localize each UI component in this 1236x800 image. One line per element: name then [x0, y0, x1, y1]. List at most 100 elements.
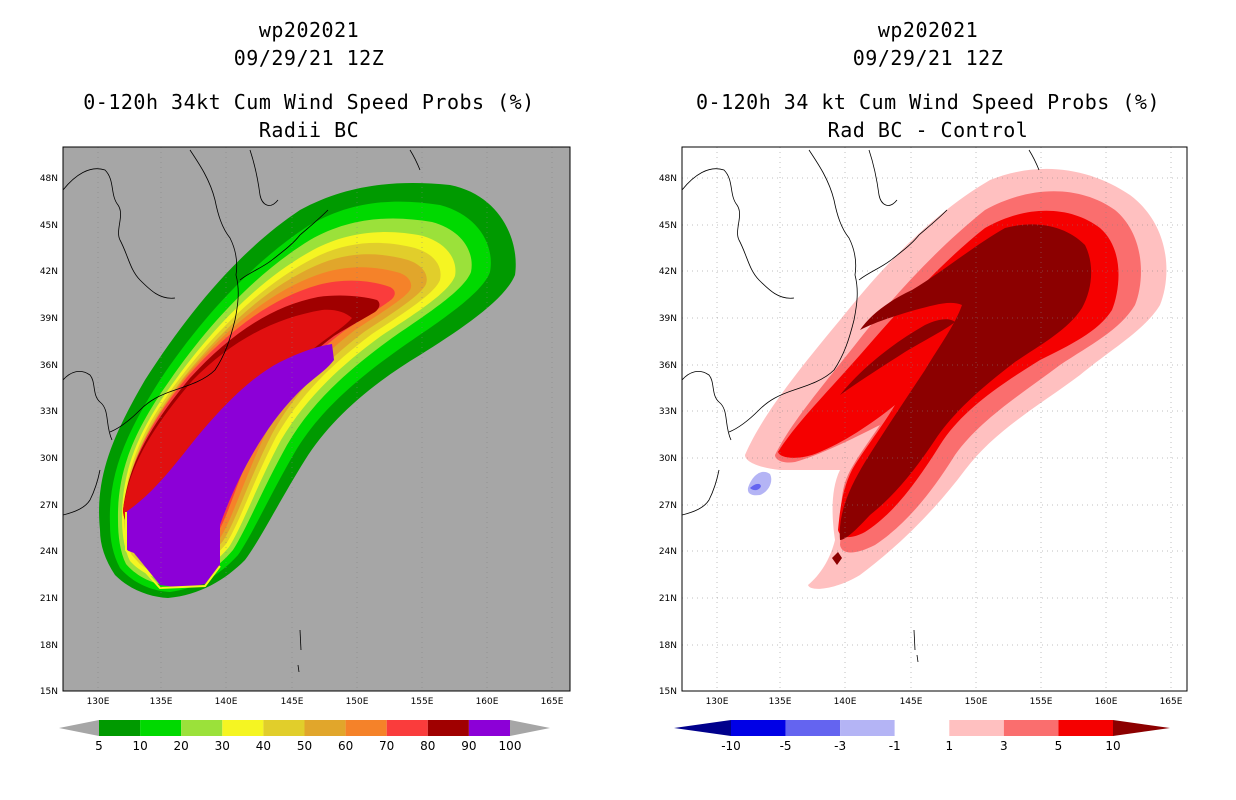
contour-rim [125, 512, 221, 590]
colorbar-segment [386, 720, 428, 736]
left-x-tick: 130E [87, 697, 110, 707]
left-x-axis: 130E 135E 140E 145E 150E 155E 160E 165E [87, 697, 564, 707]
left-y-tick: 21N [40, 594, 58, 604]
colorbar-left-arrow [59, 720, 99, 736]
colorbar-left-arrow [674, 720, 731, 736]
left-subtitle: Radii BC [258, 118, 360, 142]
right-y-tick: 45N [659, 221, 677, 231]
colorbar-label: 60 [338, 739, 353, 753]
left-title: 0-120h 34kt Cum Wind Speed Probs (%) [83, 90, 535, 114]
diff-contour-10 [839, 224, 1092, 540]
right-x-tick: 135E [769, 697, 792, 707]
right-y-tick: 42N [659, 267, 677, 277]
left-colorbar: 5 10 20 30 40 50 60 70 80 90 100 [59, 720, 550, 753]
colorbar-label: 10 [132, 739, 147, 753]
colorbar-label: 70 [379, 739, 394, 753]
colorbar-label: 90 [461, 739, 476, 753]
left-y-tick: 36N [40, 361, 58, 371]
left-map-panel: 130E 135E 140E 145E 150E 155E 160E 165E … [40, 146, 571, 753]
right-difference-contours [682, 147, 1187, 691]
left-x-tick: 150E [346, 697, 369, 707]
right-y-tick: 18N [659, 641, 677, 651]
colorbar-label: 20 [174, 739, 189, 753]
right-x-tick: 145E [900, 697, 923, 707]
colorbar-segment [840, 720, 895, 736]
colorbar-segment [468, 720, 510, 736]
left-y-tick: 45N [40, 221, 58, 231]
left-coastlines [63, 149, 421, 673]
right-map-panel: 130E 135E 140E 145E 150E 155E 160E 165E … [659, 146, 1188, 753]
left-y-tick: 33N [40, 407, 58, 417]
colorbar-segment [99, 720, 141, 736]
colorbar-segment [345, 720, 387, 736]
diff-contour-neg3 [750, 483, 761, 491]
right-coastlines [682, 149, 1040, 663]
right-y-tick: 33N [659, 407, 677, 417]
colorbar-label: 3 [1000, 739, 1008, 753]
left-y-tick: 15N [40, 687, 58, 697]
colorbar-segment [263, 720, 305, 736]
left-y-tick: 48N [40, 174, 58, 184]
left-y-axis: 48N 45N 42N 39N 36N 33N 30N 27N 24N 21N … [40, 174, 58, 697]
colorbar-label: 1 [945, 739, 953, 753]
left-x-tick: 165E [541, 697, 564, 707]
right-x-tick: 140E [834, 697, 857, 707]
colorbar-segment [894, 720, 950, 736]
colorbar-label: -5 [780, 739, 792, 753]
left-probability-contours [63, 147, 553, 691]
colorbar-segment [427, 720, 469, 736]
left-x-tick: 145E [281, 697, 304, 707]
right-colorbar: -10 -5 -3 -1 1 3 5 10 [674, 720, 1170, 753]
colorbar-segment [140, 720, 182, 736]
colorbar-label: 10 [1105, 739, 1120, 753]
colorbar-label: 80 [420, 739, 435, 753]
colorbar-label: -3 [834, 739, 846, 753]
left-y-tick: 24N [40, 547, 58, 557]
right-y-tick: 24N [659, 547, 677, 557]
colorbar-label: -10 [721, 739, 741, 753]
right-x-tick: 155E [1030, 697, 1053, 707]
colorbar-label: 30 [215, 739, 230, 753]
right-y-tick: 48N [659, 174, 677, 184]
right-x-tick: 130E [706, 697, 729, 707]
right-datetime: 09/29/21 12Z [852, 46, 1004, 70]
left-y-tick: 39N [40, 314, 58, 324]
colorbar-label: -1 [889, 739, 901, 753]
colorbar-label: 100 [499, 739, 522, 753]
right-y-tick: 39N [659, 314, 677, 324]
right-y-tick: 21N [659, 594, 677, 604]
colorbar-segment [785, 720, 841, 736]
colorbar-segment [731, 720, 786, 736]
left-y-tick: 18N [40, 641, 58, 651]
left-x-tick: 135E [150, 697, 173, 707]
right-y-tick: 36N [659, 361, 677, 371]
left-grid [97, 147, 553, 691]
colorbar-right-arrow [510, 720, 550, 736]
right-map-frame [681, 146, 1188, 692]
left-y-tick: 42N [40, 267, 58, 277]
right-y-tick: 27N [659, 501, 677, 511]
colorbar-segment [304, 720, 346, 736]
contour-100 [126, 344, 334, 588]
colorbar-segment [949, 720, 1004, 736]
left-x-tick: 160E [476, 697, 499, 707]
right-x-axis: 130E 135E 140E 145E 150E 155E 160E 165E [706, 697, 1183, 707]
left-map-frame [62, 146, 571, 692]
right-y-tick: 30N [659, 454, 677, 464]
right-y-axis: 48N 45N 42N 39N 36N 33N 30N 27N 24N 21N … [659, 174, 677, 697]
left-storm-id: wp202021 [258, 18, 360, 42]
left-datetime: 09/29/21 12Z [233, 46, 385, 70]
right-grid [682, 147, 1187, 691]
left-y-tick: 30N [40, 454, 58, 464]
left-x-tick: 155E [411, 697, 434, 707]
right-y-tick: 15N [659, 687, 677, 697]
right-x-tick: 150E [965, 697, 988, 707]
diff-contour-10-dot [832, 552, 842, 565]
left-x-tick: 140E [215, 697, 238, 707]
left-y-tick: 27N [40, 501, 58, 511]
right-title: 0-120h 34 kt Cum Wind Speed Probs (%) [695, 90, 1161, 114]
colorbar-segment [181, 720, 223, 736]
colorbar-label: 40 [256, 739, 271, 753]
right-storm-id: wp202021 [877, 18, 979, 42]
